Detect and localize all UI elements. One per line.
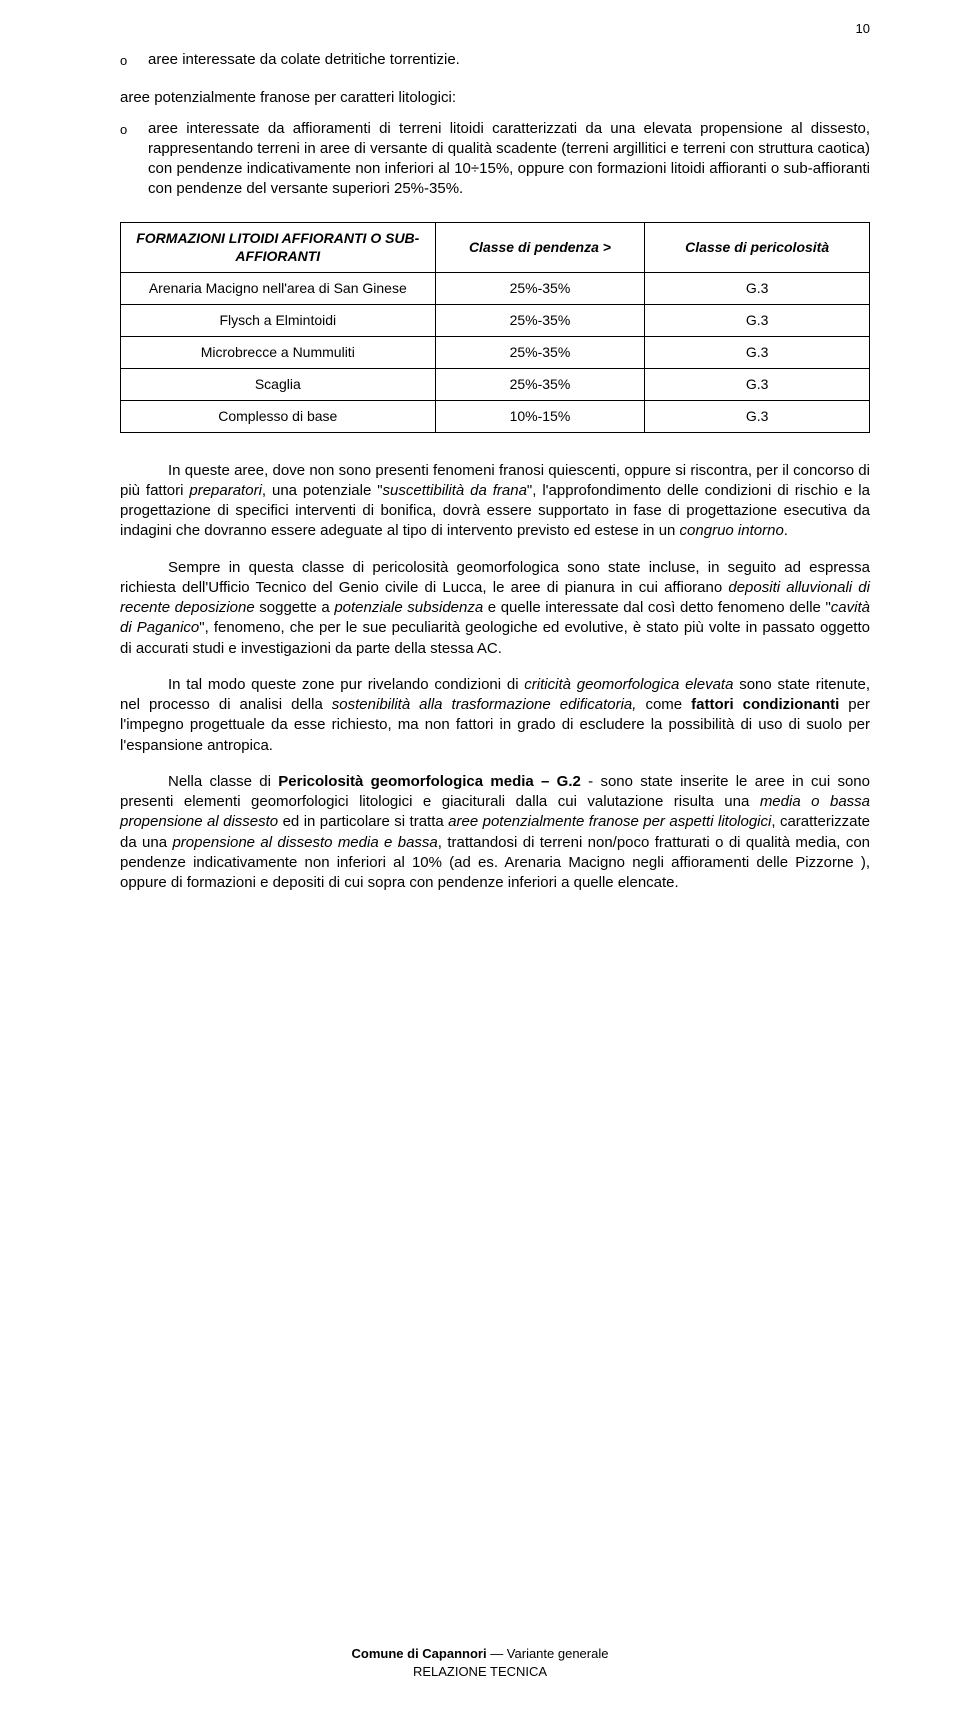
- text-italic: preparatori: [189, 482, 262, 499]
- text: e quelle interessate dal così detto feno…: [483, 599, 831, 616]
- table-header: FORMAZIONI LITOIDI AFFIORANTI O SUB-AFFI…: [121, 222, 870, 273]
- col-header-hazard: Classe di pericolosità: [645, 222, 870, 273]
- table-cell: 25%-35%: [435, 368, 645, 400]
- table-row: Complesso di base10%-15%G.3: [121, 400, 870, 432]
- text-italic: criticità geomorfologica elevata: [524, 676, 733, 693]
- bullet-list-sub: o aree interessate da affioramenti di te…: [120, 119, 870, 200]
- page-number: 10: [856, 20, 870, 38]
- table-cell: Arenaria Macigno nell'area di San Ginese: [121, 273, 436, 305]
- paragraph-1: In queste aree, dove non sono presenti f…: [120, 461, 870, 542]
- col-header-slope: Classe di pendenza >: [435, 222, 645, 273]
- table-cell: Flysch a Elmintoidi: [121, 305, 436, 337]
- table-cell: 25%-35%: [435, 273, 645, 305]
- table-cell: 25%-35%: [435, 337, 645, 369]
- table-cell: G.3: [645, 305, 870, 337]
- text-italic: sostenibilità alla trasformazione edific…: [332, 696, 637, 713]
- text-italic: potenziale subsidenza: [334, 599, 483, 616]
- paragraph-3: In tal modo queste zone pur rivelando co…: [120, 675, 870, 756]
- text-italic: suscettibilità da frana: [383, 482, 527, 499]
- table-cell: Complesso di base: [121, 400, 436, 432]
- table-cell: Microbrecce a Nummuliti: [121, 337, 436, 369]
- text: come: [636, 696, 691, 713]
- section-intro: aree potenzialmente franose per caratter…: [120, 88, 870, 108]
- bullet-text: aree interessate da affioramenti di terr…: [148, 119, 870, 200]
- footer-commune: Comune di Capannori: [352, 1646, 487, 1661]
- footer-variante: — Variante generale: [487, 1646, 609, 1661]
- text-italic: congruo intorno: [680, 522, 784, 539]
- page-footer: Comune di Capannori — Variante generale …: [0, 1645, 960, 1681]
- table-cell: G.3: [645, 400, 870, 432]
- bullet-marker-icon: o: [120, 119, 148, 200]
- table-row: Scaglia25%-35%G.3: [121, 368, 870, 400]
- table-cell: G.3: [645, 273, 870, 305]
- text-bold: fattori condizionanti: [691, 696, 839, 713]
- col-header-formation: FORMAZIONI LITOIDI AFFIORANTI O SUB-AFFI…: [121, 222, 436, 273]
- text: .: [784, 522, 788, 539]
- text: Nella classe di: [168, 773, 278, 790]
- table-row: Microbrecce a Nummuliti25%-35%G.3: [121, 337, 870, 369]
- table-row: Flysch a Elmintoidi25%-35%G.3: [121, 305, 870, 337]
- text-italic: propensione al dissesto media e bassa: [172, 834, 437, 851]
- table-body: Arenaria Macigno nell'area di San Ginese…: [121, 273, 870, 432]
- formations-table: FORMAZIONI LITOIDI AFFIORANTI O SUB-AFFI…: [120, 222, 870, 433]
- bullet-marker-icon: o: [120, 50, 148, 70]
- table-cell: 25%-35%: [435, 305, 645, 337]
- table-row: Arenaria Macigno nell'area di San Ginese…: [121, 273, 870, 305]
- text: ", fenomeno, che per le sue peculiarità …: [120, 619, 870, 656]
- table-cell: G.3: [645, 368, 870, 400]
- table-cell: Scaglia: [121, 368, 436, 400]
- text-italic: aree potenzialmente franose per aspetti …: [448, 813, 771, 830]
- text: , una potenziale ": [262, 482, 383, 499]
- text: In tal modo queste zone pur rivelando co…: [168, 676, 524, 693]
- paragraph-4: Nella classe di Pericolosità geomorfolog…: [120, 772, 870, 894]
- list-item: o aree interessate da affioramenti di te…: [120, 119, 870, 200]
- paragraph-2: Sempre in questa classe di pericolosità …: [120, 558, 870, 659]
- table-cell: G.3: [645, 337, 870, 369]
- text-bold: Pericolosità geomorfologica media – G.2: [278, 773, 581, 790]
- list-item: o aree interessate da colate detritiche …: [120, 50, 870, 70]
- text: soggette a: [255, 599, 335, 616]
- bullet-text: aree interessate da colate detritiche to…: [148, 50, 870, 70]
- bullet-list-top: o aree interessate da colate detritiche …: [120, 50, 870, 70]
- text: ed in particolare si tratta: [278, 813, 448, 830]
- table-cell: 10%-15%: [435, 400, 645, 432]
- footer-relation: RELAZIONE TECNICA: [0, 1663, 960, 1681]
